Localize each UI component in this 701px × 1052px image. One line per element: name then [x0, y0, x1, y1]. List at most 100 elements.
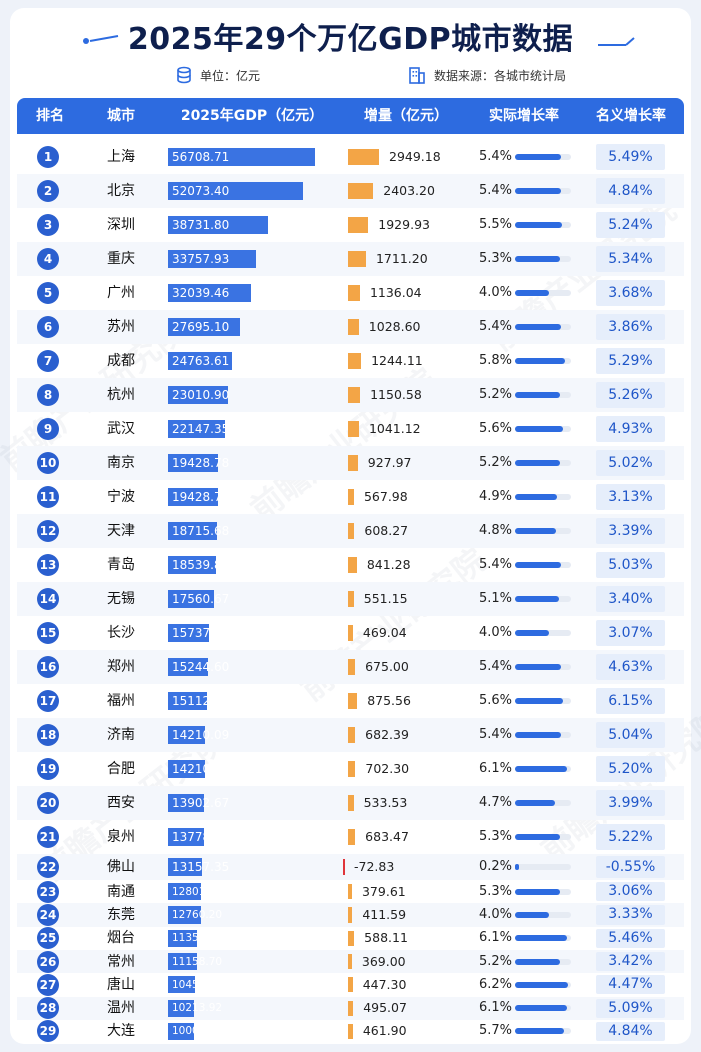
real-growth-bar [515, 698, 564, 704]
city-name: 福州 [107, 693, 135, 709]
rank-badge: 23 [37, 880, 59, 903]
city-name: 南京 [107, 455, 135, 471]
table-row: 2 北京 52073.40 2403.20 5.4% 4.84% [17, 174, 684, 208]
gdp-value: 19428.78 [172, 490, 230, 504]
rank-badge: 29 [37, 1020, 59, 1043]
table-row: 23 南通 12801.50 379.61 5.3% 3.06% [17, 880, 684, 903]
table-row: 7 成都 24763.61 1244.11 5.8% 5.29% [17, 344, 684, 378]
table-row: 29 大连 10002.10 461.90 5.7% 4.84% [17, 1020, 684, 1043]
real-growth-bar [515, 392, 560, 398]
increase-value: 588.11 [364, 930, 408, 946]
gdp-value: 27695.10 [172, 320, 230, 334]
table-row: 19 合肥 14210.00 702.30 6.1% 5.20% [17, 752, 684, 786]
nominal-growth-value: 5.34% [596, 246, 665, 272]
city-name: 温州 [107, 1000, 135, 1017]
city-name: 苏州 [107, 319, 135, 335]
real-growth-bar [515, 562, 562, 568]
city-name: 南通 [107, 883, 135, 900]
table-row: 14 无锡 17560.67 551.15 5.1% 3.40% [17, 582, 684, 616]
increase-value: 702.30 [365, 761, 410, 776]
table-row: 28 温州 10213.92 495.07 6.1% 5.09% [17, 996, 684, 1020]
increase-value: -72.83 [354, 859, 395, 874]
city-name: 北京 [107, 183, 135, 199]
nominal-growth-value: 5.03% [596, 552, 665, 578]
increase-bar [348, 727, 356, 743]
city-name: 西安 [107, 795, 135, 811]
increase-bar [348, 251, 366, 267]
real-growth-value: 6.2% [479, 976, 513, 992]
gdp-value: 10213.92 [172, 1002, 223, 1015]
rank-badge: 5 [37, 282, 59, 304]
real-growth-bar [515, 460, 560, 466]
increase-bar [348, 387, 361, 403]
table-row: 1 上海 56708.71 2949.18 5.4% 5.49% [17, 140, 684, 174]
gdp-bar [168, 590, 214, 608]
gdp-bar [168, 148, 315, 166]
city-name: 无锡 [107, 591, 135, 607]
increase-value: 1028.60 [368, 319, 421, 334]
increase-bar [348, 455, 358, 471]
title-left-decoration [83, 35, 119, 44]
real-growth-bar [515, 528, 557, 534]
nominal-growth-value: 3.33% [596, 905, 665, 925]
table-row: 8 杭州 23010.90 1150.58 5.2% 5.26% [17, 378, 684, 412]
increase-value: 682.39 [365, 727, 409, 742]
gdp-bar [168, 386, 228, 404]
gdp-bar [168, 906, 202, 924]
increase-value: 1929.93 [378, 217, 430, 232]
real-growth-value: 5.2% [479, 455, 513, 470]
real-growth-value: 5.3% [479, 883, 513, 899]
real-growth-bar [515, 358, 565, 364]
gdp-bar [168, 976, 196, 994]
increase-bar [348, 183, 374, 199]
increase-bar [348, 930, 355, 946]
real-growth-value: 5.4% [479, 659, 513, 674]
city-name: 上海 [107, 149, 135, 165]
rank-badge: 15 [37, 622, 59, 644]
increase-bar [348, 421, 359, 437]
nominal-growth-value: 5.09% [596, 998, 665, 1018]
page-title: 2025年29个万亿GDP城市数据 [127, 22, 574, 57]
city-name: 杭州 [107, 387, 135, 403]
gdp-value: 12760.20 [172, 908, 223, 921]
rank-badge: 11 [37, 486, 59, 508]
rank-badge: 3 [37, 214, 59, 236]
increase-bar [348, 489, 354, 505]
table-row: 21 泉州 13778.34 683.47 5.3% 5.22% [17, 820, 684, 854]
rank-badge: 6 [37, 316, 59, 338]
unit-label: 单位：亿元 [200, 68, 261, 83]
table-row: 18 济南 14210.09 682.39 5.4% 5.04% [17, 718, 684, 752]
gdp-value: 13778.34 [172, 830, 230, 844]
increase-value: 2949.18 [389, 149, 441, 164]
real-growth-bar [515, 958, 560, 965]
nominal-growth-value: 4.63% [596, 654, 665, 680]
gdp-bar [168, 182, 303, 200]
title-right-decoration [598, 37, 635, 46]
real-growth-value: 5.2% [479, 953, 513, 969]
table-row: 12 天津 18715.68 608.27 4.8% 3.39% [17, 514, 684, 548]
increase-bar [348, 884, 352, 900]
nominal-growth-value: 3.07% [596, 620, 665, 646]
header-real-growth: 实际增长率 [489, 108, 559, 124]
real-growth-bar [515, 1028, 564, 1035]
rank-badge: 21 [37, 826, 59, 848]
increase-bar [348, 591, 354, 607]
table-row: 26 常州 11158.70 369.00 5.2% 3.42% [17, 949, 684, 974]
gdp-bar [168, 883, 202, 901]
gdp-value: 13902.67 [172, 796, 230, 810]
real-growth-bar [515, 630, 550, 636]
increase-value: 1711.20 [375, 251, 428, 266]
real-growth-track [515, 864, 571, 870]
gdp-value: 24763.61 [172, 354, 230, 368]
database-icon [177, 66, 191, 84]
gdp-value: 52073.40 [172, 184, 230, 198]
table-row: 27 唐山 10450.24 447.30 6.2% 4.47% [17, 973, 684, 996]
increase-bar [348, 217, 369, 233]
gdp-value: 19428.78 [172, 456, 230, 470]
increase-bar [348, 319, 359, 335]
real-growth-value: 5.6% [479, 421, 513, 436]
real-growth-value: 4.0% [479, 625, 513, 640]
real-growth-bar [515, 324, 562, 330]
increase-value: 841.28 [366, 557, 411, 572]
nominal-growth-value: 5.04% [596, 722, 665, 748]
